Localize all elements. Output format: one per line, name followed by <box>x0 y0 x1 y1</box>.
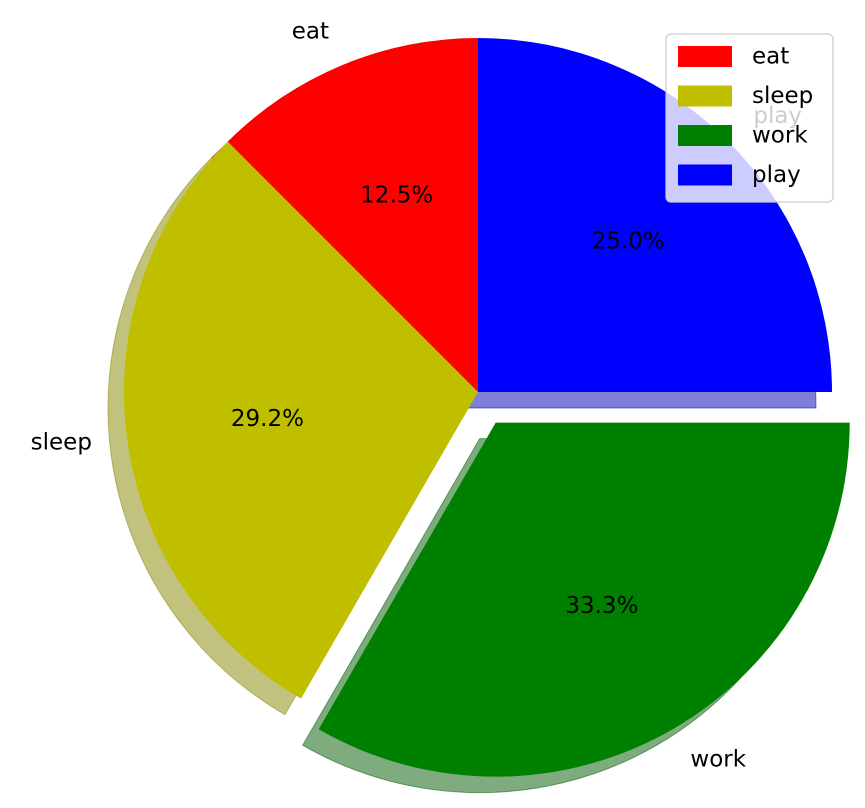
pie-slice-work <box>318 422 850 777</box>
percent-label-work: 33.3% <box>565 593 638 619</box>
legend-label-eat: eat <box>752 44 789 70</box>
legend-entries: eat sleep work play <box>678 44 813 188</box>
pie-slice-sleep <box>124 141 478 699</box>
slice-labels: eat 12.5% sleep 29.2% work 33.3% play 25.0% <box>31 19 802 773</box>
percent-label-eat: 12.5% <box>360 182 433 208</box>
legend-frame <box>665 33 834 203</box>
legend-label-sleep: sleep <box>752 83 813 109</box>
pie-slice-play <box>478 38 832 392</box>
percent-label-sleep: 29.2% <box>231 406 304 432</box>
legend-swatch-eat <box>678 46 732 67</box>
pie-slice-eat <box>227 38 478 392</box>
percent-label-play: 25.0% <box>592 228 665 254</box>
legend-label-play: play <box>752 162 801 188</box>
legend-swatch-play <box>678 164 732 186</box>
pie-slices <box>124 38 850 777</box>
legend: eat sleep work play <box>665 33 834 203</box>
legend-swatch-work <box>678 125 732 146</box>
slice-label-work: work <box>690 746 746 772</box>
legend-swatch-sleep <box>678 85 732 107</box>
legend-label-work: work <box>752 123 808 149</box>
slice-label-eat: eat <box>292 19 329 45</box>
slice-label-sleep: sleep <box>31 429 92 455</box>
